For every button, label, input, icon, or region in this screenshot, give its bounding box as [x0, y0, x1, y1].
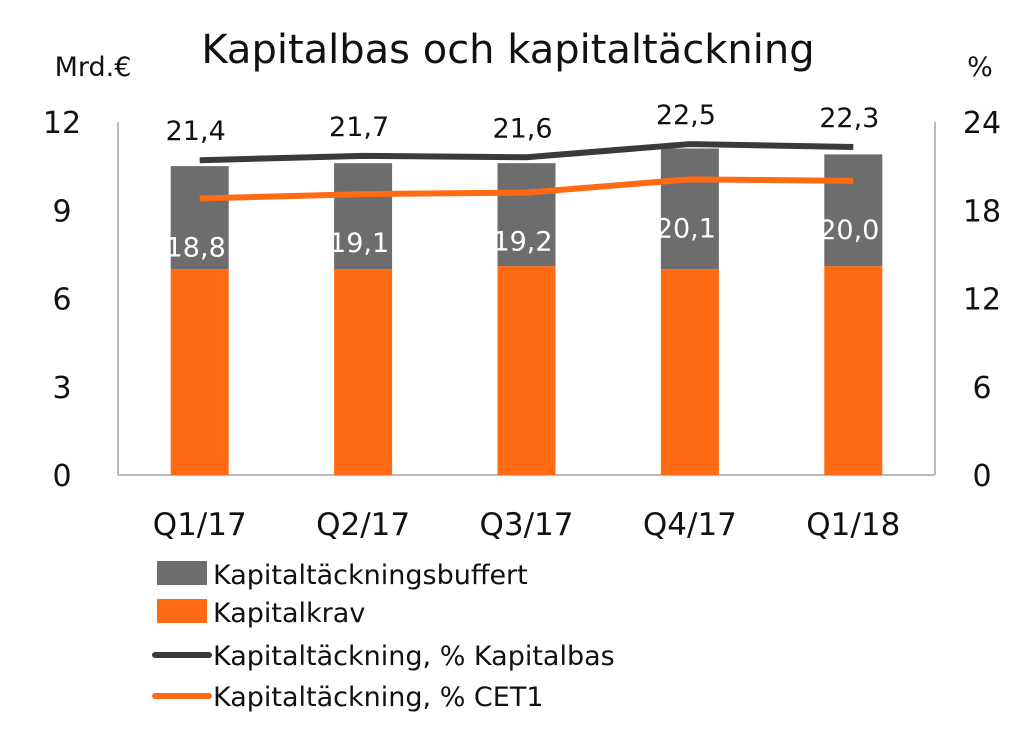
data-label-cet1: 20,0: [819, 215, 879, 246]
y-right-axis-label: %: [967, 52, 993, 83]
legend: Kapitaltäckningsbuffert Kapitalkrav Kapita…: [152, 560, 615, 713]
bar-kapitalkrav: [170, 269, 229, 475]
chart-title: Kapitalbas och kapitaltäckning: [201, 27, 814, 73]
bar-kapitaltackningsbuffert: [497, 163, 556, 267]
data-label-cet1: 20,1: [656, 213, 716, 244]
y-left-axis-label: Mrd.€: [55, 52, 132, 83]
data-label-kapitalbas: 21,7: [329, 112, 389, 143]
data-label-cet1: 19,2: [492, 227, 552, 258]
legend-swatch: [157, 599, 207, 623]
x-tick-label: Q1/17: [153, 507, 247, 543]
y-left-tick-label: 3: [52, 371, 71, 406]
bar-kapitalkrav: [497, 266, 556, 475]
bar-kapitalkrav: [334, 269, 393, 475]
x-tick-label: Q1/18: [806, 507, 900, 543]
y-left-tick-label: 0: [52, 459, 71, 494]
line-cet1: [199, 176, 854, 202]
bar-kapitalkrav: [824, 266, 883, 475]
legend-label: Kapitaltäckning, % Kapitalbas: [213, 641, 615, 672]
y-left-tick-label: 12: [43, 106, 81, 141]
legend-swatch: [157, 561, 207, 585]
y-right-tick-label: 18: [963, 194, 1001, 229]
x-tick-label: Q3/17: [479, 507, 573, 543]
legend-label: Kapitaltäckning, % CET1: [213, 682, 544, 713]
y-right-tick-label: 0: [972, 459, 991, 494]
bar-kapitaltackningsbuffert: [334, 163, 393, 270]
bar-kapitaltackningsbuffert: [170, 166, 229, 270]
y-right-tick-label: 24: [963, 106, 1001, 141]
y-left-tick-label: 6: [52, 283, 71, 318]
legend-label: Kapitalkrav: [213, 598, 365, 629]
bar-kapitaltackningsbuffert: [824, 154, 883, 267]
bar-kapitalkrav: [660, 269, 719, 475]
y-right-tick-label: 6: [972, 371, 991, 406]
y-left-tick-label: 9: [52, 194, 71, 229]
y-right-tick-label: 12: [963, 283, 1001, 318]
data-label-kapitalbas: 22,5: [656, 100, 716, 131]
x-tick-label: Q2/17: [316, 507, 410, 543]
bar-kapitaltackningsbuffert: [660, 148, 719, 270]
legend-label: Kapitaltäckningsbuffert: [213, 560, 528, 591]
data-label-kapitalbas: 21,4: [166, 116, 226, 147]
data-label-kapitalbas: 22,3: [819, 103, 879, 134]
x-tick-label: Q4/17: [643, 507, 737, 543]
data-label-cet1: 18,8: [166, 232, 226, 263]
line-kapitalbas: [199, 141, 854, 164]
plot-area: 0 3 6 9 12 0 6 12 18 24 Q1/17 Q2/17 Q3/17 Q4/17 Q1/18 2…: [43, 100, 1001, 543]
data-label-kapitalbas: 21,6: [492, 113, 552, 144]
data-label-cet1: 19,1: [329, 228, 389, 259]
